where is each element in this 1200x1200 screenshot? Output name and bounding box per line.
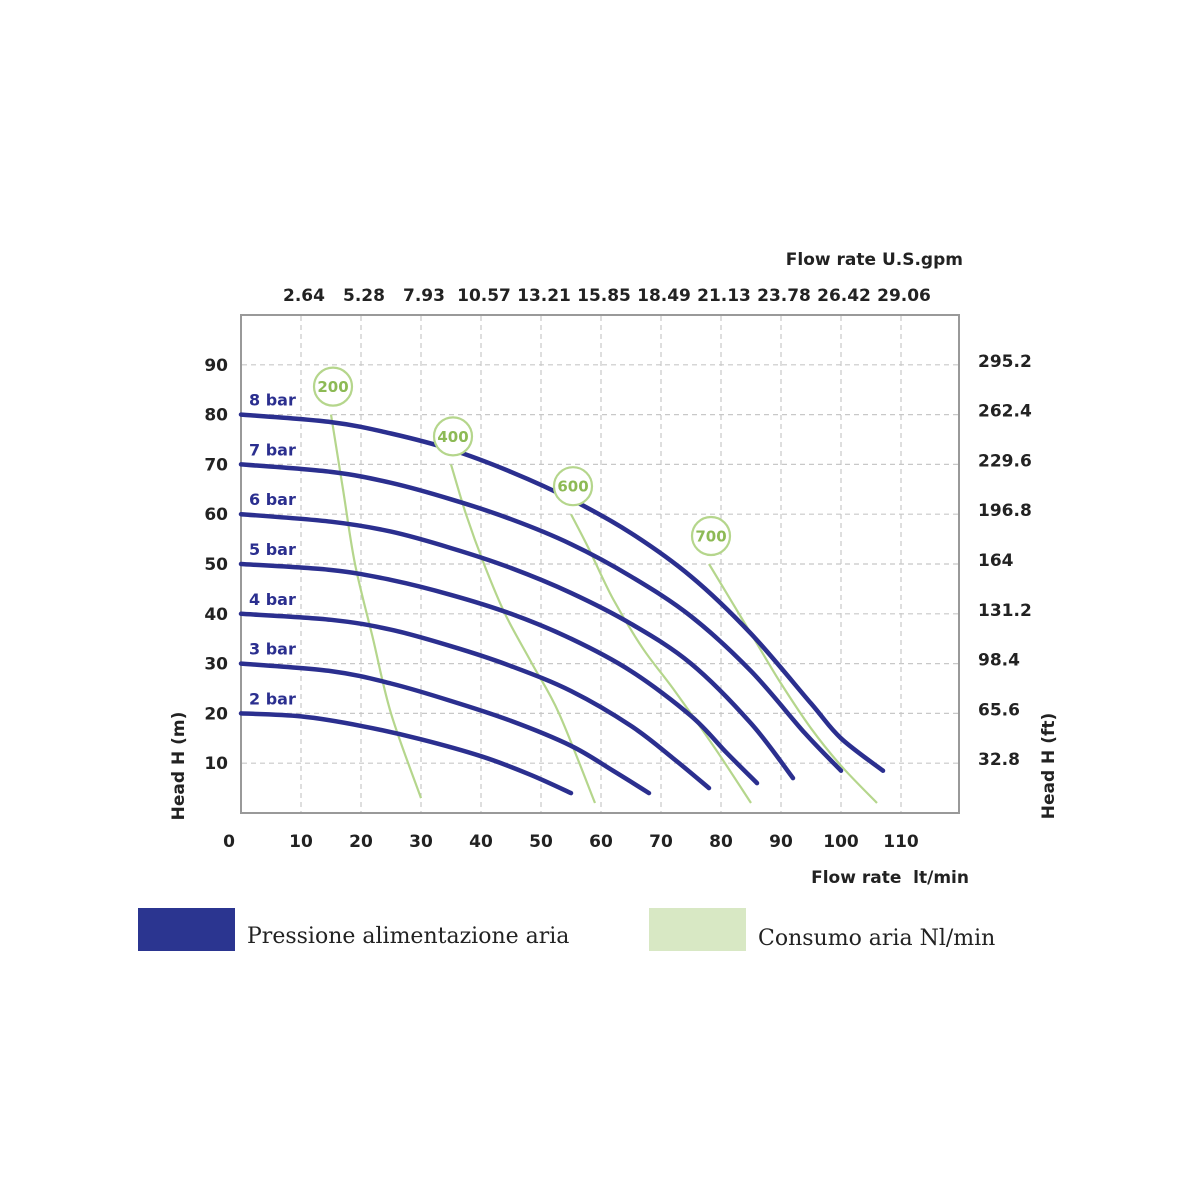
pressure-curve-5-bar: [238, 561, 760, 786]
top-tick-label: 26.42: [817, 286, 871, 306]
y-left-tick-label: 20: [204, 704, 228, 724]
x-tick-label: 90: [769, 832, 793, 852]
legend-item-pressure: Pressione alimentazione aria: [138, 908, 569, 951]
x-tick-label: 100: [823, 832, 859, 852]
x-tick-label: 10: [289, 832, 313, 852]
y-right-tick-label: 196.8: [978, 501, 1032, 521]
air-marker-circle-400: [432, 416, 474, 457]
legend-swatch-pressure: [138, 908, 235, 951]
x-tick-label: 40: [469, 832, 493, 852]
y-right-tick-label: 295.2: [978, 352, 1032, 372]
y-right-tick-label: 65.6: [978, 700, 1020, 720]
air-marker-label-400: 400: [437, 428, 468, 446]
pressure-curve-4-bar: [238, 611, 712, 791]
y-right-tick-label: 229.6: [978, 451, 1032, 471]
y-right-tick-label: 262.4: [978, 402, 1032, 422]
x-tick-label: 110: [883, 832, 919, 852]
top-tick-label: 10.57: [457, 286, 511, 306]
top-axis-title: Flow rate U.S.gpm: [786, 250, 963, 270]
y-left-tick-label: 30: [204, 655, 228, 675]
air-marker-circle-600: [552, 466, 594, 507]
top-tick-label: 5.28: [343, 286, 385, 306]
left-tick-labels: 10 20 30 40 50 60 70 80 90: [204, 356, 228, 774]
right-axis-title: Head H (ft): [1039, 713, 1059, 820]
pressure-label-4-bar: 4 bar: [249, 590, 296, 609]
top-tick-label: 23.78: [757, 286, 811, 306]
pressure-curve-2-bar: [238, 711, 574, 796]
legend-item-air-consumption: Consumo aria Nl/min: [649, 908, 995, 951]
grid-lines: [242, 316, 958, 812]
y-left-tick-label: 50: [204, 555, 228, 575]
top-tick-label: 18.49: [637, 286, 691, 306]
x-tick-label: 60: [589, 832, 613, 852]
pressure-label-5-bar: 5 bar: [249, 540, 296, 559]
top-tick-label: 21.13: [697, 286, 751, 306]
y-right-tick-label: 32.8: [978, 750, 1020, 770]
air-marker-label-600: 600: [557, 478, 588, 496]
y-left-tick-label: 70: [204, 455, 228, 475]
top-tick-labels: 2.64 5.28 7.93 10.57 13.21 15.85 18.49 21.13 23.…: [283, 286, 931, 306]
top-tick-label: 29.06: [877, 286, 931, 306]
pressure-curve-6-bar: [238, 511, 796, 781]
y-left-tick-label: 40: [204, 605, 228, 625]
air-marker-label-200: 200: [317, 378, 348, 396]
air-marker-circle-200: [312, 366, 354, 407]
y-left-tick-label: 10: [204, 754, 228, 774]
top-tick-label: 7.93: [403, 286, 445, 306]
pressure-curve-3-bar: [238, 661, 652, 796]
top-tick-label: 15.85: [577, 286, 631, 306]
x-tick-label: 80: [709, 832, 733, 852]
legend-swatch-air-consumption: [649, 908, 746, 951]
y-right-tick-label: 131.2: [978, 601, 1032, 621]
y-right-tick-label: 164: [978, 551, 1014, 571]
pressure-label-7-bar: 7 bar: [249, 440, 296, 459]
pressure-label-3-bar: 3 bar: [249, 640, 296, 659]
y-left-tick-label: 80: [204, 406, 228, 426]
y-left-tick-label: 60: [204, 505, 228, 525]
air-curve-700: [708, 563, 878, 804]
left-axis-title: Head H (m): [169, 712, 189, 821]
air-curve-200: [329, 414, 423, 799]
legend-label-pressure: Pressione alimentazione aria: [247, 924, 570, 949]
air-consumption-markers: 200 400 600 700: [312, 366, 732, 557]
pressure-curve-7-bar: [238, 462, 844, 773]
air-marker-label-700: 700: [695, 528, 726, 546]
x-tick-label: 0: [223, 832, 235, 852]
air-marker-circle-700: [690, 515, 732, 557]
bottom-tick-labels: 0 10 20 30 40 50 60 70 80 90 100 110: [223, 832, 919, 852]
x-tick-label: 70: [649, 832, 673, 852]
top-tick-label: 13.21: [517, 286, 571, 306]
pressure-curves: [238, 412, 886, 796]
air-curve-600: [570, 513, 752, 804]
top-tick-label: 2.64: [283, 286, 325, 306]
bottom-axis-title: Flow rate lt/min: [811, 868, 969, 888]
y-right-tick-label: 98.4: [978, 651, 1020, 671]
pressure-curve-8-bar: [238, 412, 886, 773]
air-consumption-curves: [329, 414, 878, 804]
pressure-label-2-bar: 2 bar: [249, 689, 296, 708]
y-left-tick-label: 90: [204, 356, 228, 376]
right-tick-labels: 32.8 65.6 98.4 131.2 164 196.8 229.6 262.4 295.2: [978, 352, 1032, 770]
x-tick-label: 20: [349, 832, 373, 852]
x-tick-label: 30: [409, 832, 433, 852]
legend-label-air-consumption: Consumo aria Nl/min: [758, 926, 996, 951]
pressure-label-8-bar: 8 bar: [249, 391, 296, 410]
pressure-labels: 2 bar 3 bar 4 bar 5 bar 6 bar 7 bar 8 bar: [249, 391, 296, 709]
x-tick-label: 50: [529, 832, 553, 852]
pressure-label-6-bar: 6 bar: [249, 490, 296, 509]
